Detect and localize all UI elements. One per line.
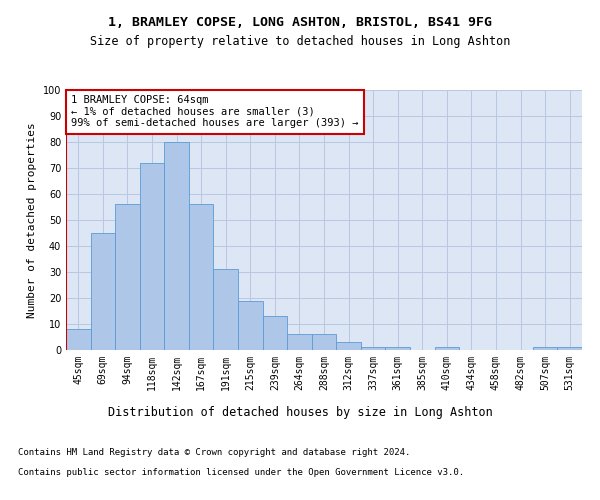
Bar: [557, 348, 582, 350]
Bar: [214, 270, 238, 350]
Bar: [164, 142, 189, 350]
Text: Size of property relative to detached houses in Long Ashton: Size of property relative to detached ho…: [90, 34, 510, 48]
Text: Contains public sector information licensed under the Open Government Licence v3: Contains public sector information licen…: [18, 468, 464, 477]
Bar: [434, 348, 459, 350]
Bar: [238, 300, 263, 350]
Bar: [361, 348, 385, 350]
Text: Contains HM Land Registry data © Crown copyright and database right 2024.: Contains HM Land Registry data © Crown c…: [18, 448, 410, 457]
Bar: [66, 329, 91, 350]
Bar: [263, 316, 287, 350]
Bar: [287, 334, 312, 350]
Bar: [140, 163, 164, 350]
Text: 1, BRAMLEY COPSE, LONG ASHTON, BRISTOL, BS41 9FG: 1, BRAMLEY COPSE, LONG ASHTON, BRISTOL, …: [108, 16, 492, 29]
Bar: [533, 348, 557, 350]
Text: 1 BRAMLEY COPSE: 64sqm
← 1% of detached houses are smaller (3)
99% of semi-detac: 1 BRAMLEY COPSE: 64sqm ← 1% of detached …: [71, 95, 358, 128]
Text: Distribution of detached houses by size in Long Ashton: Distribution of detached houses by size …: [107, 406, 493, 419]
Bar: [189, 204, 214, 350]
Bar: [115, 204, 140, 350]
Y-axis label: Number of detached properties: Number of detached properties: [27, 122, 37, 318]
Bar: [312, 334, 336, 350]
Bar: [336, 342, 361, 350]
Bar: [91, 233, 115, 350]
Bar: [385, 348, 410, 350]
